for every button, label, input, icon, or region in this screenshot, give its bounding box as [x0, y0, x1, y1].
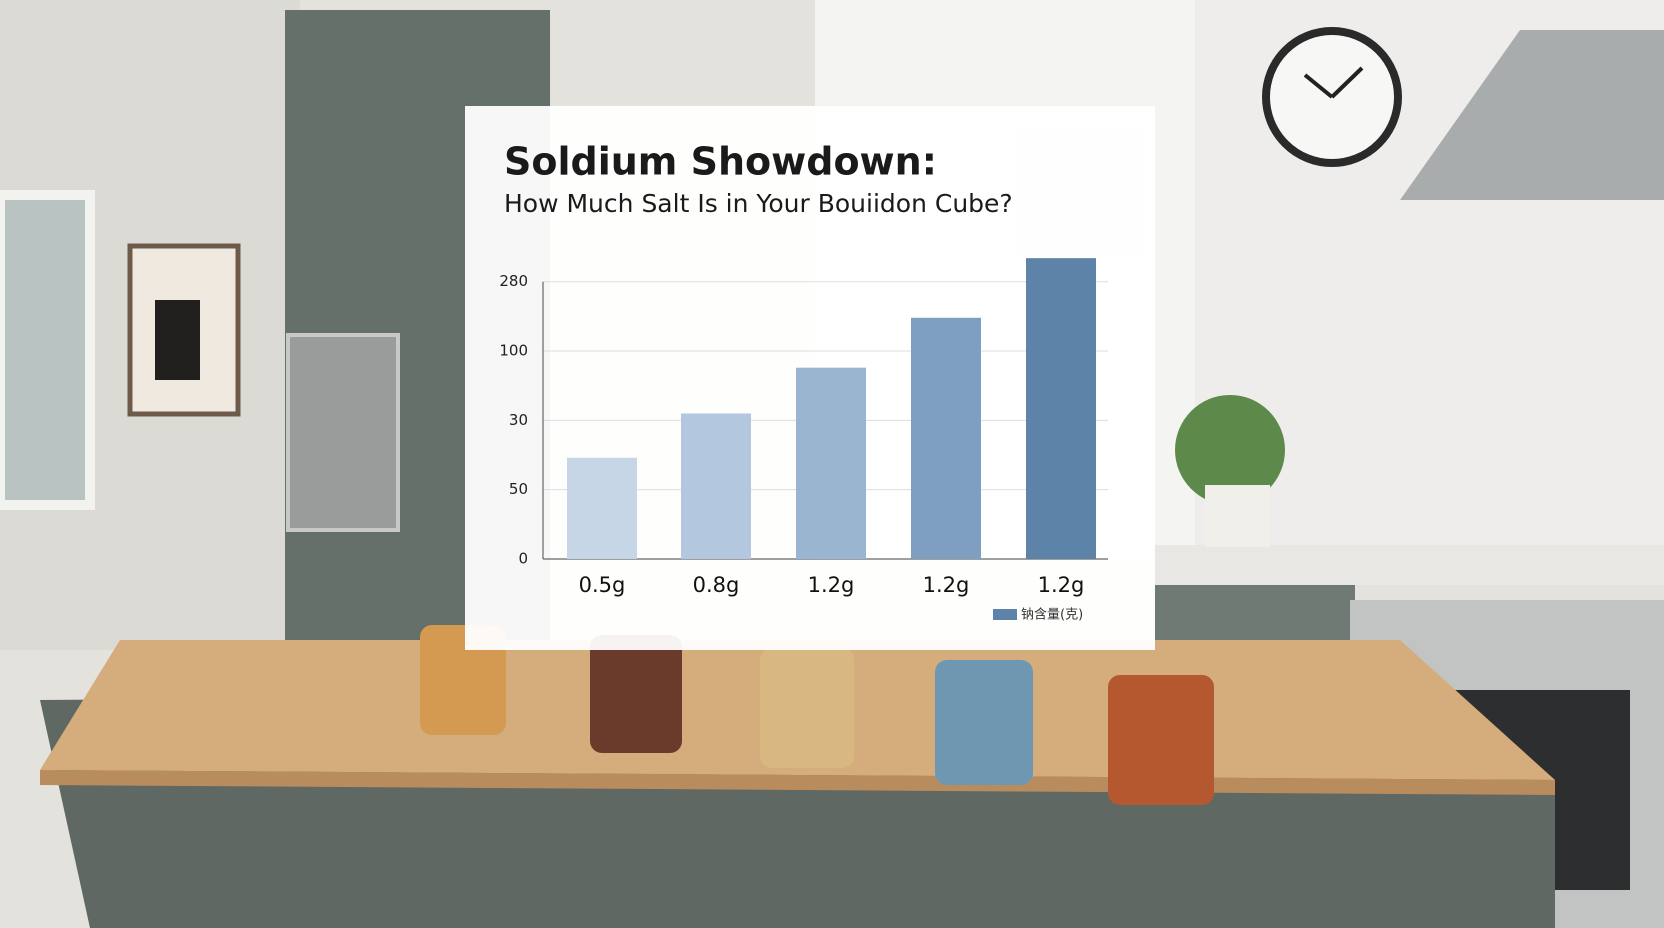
jar	[420, 625, 506, 735]
y-tick-label: 50	[509, 480, 528, 498]
x-tick-label: 0.8g	[693, 573, 740, 597]
chart-subtitle: How Much Salt Is in Your Bouiidon Cube?	[504, 189, 1013, 218]
window-left	[0, 190, 95, 510]
y-tick-label: 280	[499, 272, 528, 290]
y-tick-label: 30	[509, 411, 528, 429]
chart-title: Soldium Showdown:	[504, 140, 937, 184]
legend-label: 钠含量(克)	[1021, 607, 1083, 623]
jar	[935, 660, 1033, 785]
y-tick-label: 100	[499, 342, 528, 360]
x-tick-label: 0.5g	[579, 573, 626, 597]
plant-pot	[1205, 485, 1270, 547]
oven	[286, 333, 400, 532]
bar	[567, 457, 637, 559]
range-hood	[1400, 30, 1664, 200]
y-tick-label: 0	[518, 550, 528, 568]
bar	[681, 413, 751, 559]
clock-hands	[1303, 66, 1364, 99]
plant	[1175, 395, 1285, 505]
legend-swatch	[993, 609, 1017, 620]
plot: 0 50 30 100 280 0.5g 0.8g 1.2g 1.2g 1.2g 钠含量(克)	[499, 258, 1108, 623]
picture-frame	[127, 243, 241, 417]
x-tick-label: 1.2g	[923, 573, 970, 597]
jars	[420, 625, 1214, 805]
x-tick-label: 1.2g	[1038, 573, 1085, 597]
picture-art	[155, 300, 200, 380]
jar	[590, 635, 682, 753]
bar	[911, 317, 981, 559]
bar	[796, 367, 866, 559]
jar	[760, 648, 854, 768]
bar	[1026, 258, 1096, 559]
x-tick-label: 1.2g	[808, 573, 855, 597]
counter-back	[1155, 545, 1664, 585]
jar	[1108, 675, 1214, 805]
